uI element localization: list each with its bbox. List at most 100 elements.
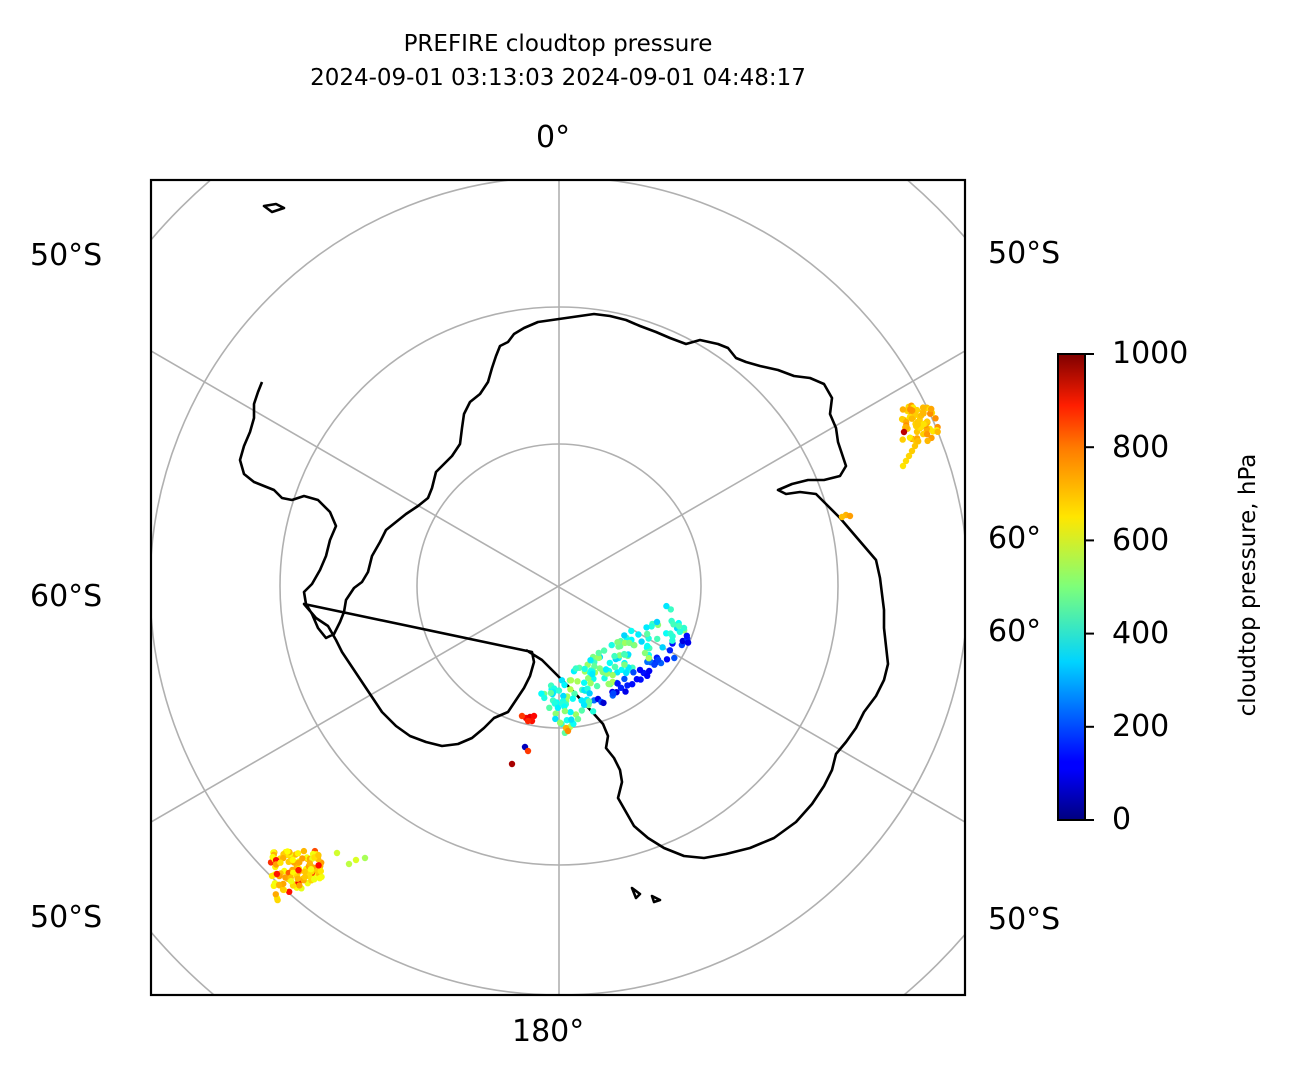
data-point bbox=[280, 854, 287, 862]
data-point bbox=[653, 618, 661, 626]
data-point bbox=[586, 690, 593, 697]
data-point bbox=[591, 663, 598, 670]
data-point bbox=[923, 431, 931, 438]
data-point bbox=[645, 655, 652, 662]
colorbar-ticks bbox=[1085, 353, 1094, 821]
data-point bbox=[272, 891, 279, 898]
data-point bbox=[641, 649, 649, 657]
data-point bbox=[608, 641, 615, 649]
data-point bbox=[593, 682, 601, 690]
data-point bbox=[635, 631, 642, 638]
data-point bbox=[558, 677, 566, 684]
chart-title-line2: 2024-09-01 03:13:03 2024-09-01 04:48:17 bbox=[310, 65, 806, 91]
data-point bbox=[317, 868, 324, 875]
data-point bbox=[633, 676, 641, 683]
data-point bbox=[644, 630, 651, 638]
data-point bbox=[585, 675, 592, 682]
data-point bbox=[905, 452, 913, 460]
island-coastline bbox=[262, 202, 286, 214]
data-point bbox=[643, 624, 650, 631]
data-point bbox=[629, 681, 636, 688]
data-point bbox=[585, 698, 593, 705]
map-frame bbox=[149, 178, 967, 997]
data-point bbox=[333, 849, 341, 857]
data-point bbox=[667, 606, 674, 613]
data-point bbox=[275, 881, 283, 888]
island-coastline bbox=[630, 886, 642, 900]
data-point bbox=[663, 656, 671, 663]
data-point bbox=[581, 665, 588, 673]
data-point bbox=[541, 694, 548, 702]
data-point bbox=[560, 692, 567, 700]
colorbar-tick-label: 400 bbox=[1112, 616, 1170, 651]
data-point bbox=[638, 638, 645, 645]
data-point bbox=[296, 882, 303, 889]
data-point bbox=[564, 727, 572, 735]
data-point bbox=[274, 896, 281, 904]
data-point bbox=[508, 760, 516, 768]
data-point bbox=[663, 602, 670, 610]
data-point bbox=[621, 661, 628, 668]
data-point bbox=[571, 690, 578, 697]
data-point bbox=[618, 666, 625, 673]
antarctica-coastline bbox=[238, 312, 890, 860]
data-point bbox=[907, 406, 914, 413]
data-point bbox=[932, 415, 939, 422]
data-point bbox=[277, 859, 284, 866]
graticule bbox=[151, 180, 965, 995]
meridian-line bbox=[151, 350, 965, 823]
data-point bbox=[626, 639, 633, 646]
data-point bbox=[614, 680, 621, 687]
data-point bbox=[306, 860, 314, 867]
data-point bbox=[631, 642, 638, 649]
data-point bbox=[296, 859, 303, 866]
data-point bbox=[675, 622, 683, 630]
colorbar-gradient bbox=[1057, 353, 1086, 821]
colorbar-tick-label: 600 bbox=[1112, 523, 1170, 558]
data-point bbox=[282, 874, 289, 881]
data-point bbox=[920, 410, 927, 417]
data-point bbox=[316, 875, 323, 882]
data-point bbox=[574, 678, 581, 685]
data-point bbox=[617, 684, 625, 691]
data-point bbox=[920, 421, 927, 428]
gridline-label-right-upper: 50°S bbox=[988, 236, 1061, 271]
data-point bbox=[655, 656, 662, 664]
data-point bbox=[623, 669, 630, 677]
data-point bbox=[609, 671, 616, 679]
data-point bbox=[552, 710, 559, 717]
data-point bbox=[644, 642, 651, 650]
data-point bbox=[928, 405, 935, 413]
data-point bbox=[611, 652, 618, 660]
data-point bbox=[524, 747, 532, 755]
data-point bbox=[581, 679, 588, 686]
data-point bbox=[518, 712, 526, 720]
data-point bbox=[311, 876, 318, 883]
data-point bbox=[287, 877, 295, 885]
data-point bbox=[654, 635, 661, 643]
gridline-label-right-middle-a: 60° bbox=[988, 521, 1042, 556]
data-point bbox=[568, 716, 575, 723]
data-point bbox=[578, 697, 585, 704]
data-point bbox=[301, 873, 308, 881]
data-point bbox=[530, 712, 538, 720]
data-point bbox=[273, 870, 281, 878]
data-point bbox=[646, 667, 653, 675]
data-point bbox=[670, 621, 677, 628]
data-point bbox=[666, 647, 674, 654]
data-point bbox=[307, 866, 315, 873]
data-point bbox=[908, 415, 916, 422]
data-point bbox=[621, 650, 628, 658]
data-point bbox=[683, 632, 690, 639]
data-point bbox=[294, 850, 302, 857]
data-point bbox=[614, 639, 621, 646]
data-point bbox=[315, 862, 322, 869]
data-point bbox=[919, 404, 927, 411]
data-point bbox=[924, 437, 931, 445]
data-point bbox=[899, 462, 907, 470]
data-point bbox=[524, 717, 532, 725]
colorbar bbox=[1057, 353, 1094, 821]
data-point bbox=[899, 436, 906, 443]
data-point bbox=[605, 680, 612, 688]
colorbar-tick-label: 0 bbox=[1112, 802, 1132, 837]
